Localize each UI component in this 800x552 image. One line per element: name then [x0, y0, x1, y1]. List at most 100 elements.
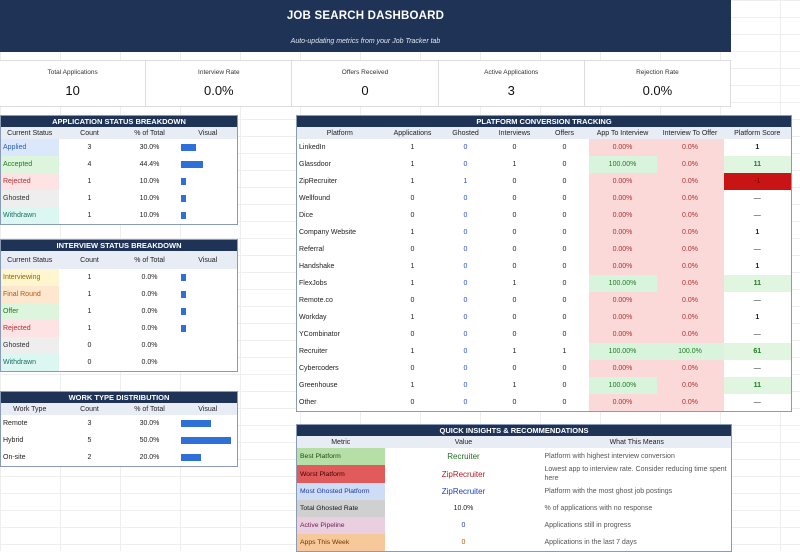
platform-interviews: 0: [512, 195, 517, 202]
status-count: 1: [87, 325, 92, 332]
column-header: Count: [58, 127, 121, 139]
table-row: Remote 3 30.0%: [1, 415, 238, 432]
platform-score: —: [753, 297, 761, 304]
application-status-title: APPLICATION STATUS BREAKDOWN: [0, 115, 238, 127]
status-count: 1: [87, 212, 92, 219]
insight-meaning: Applications in the last 7 days: [544, 539, 637, 546]
platform-interview-to-offer: 0.0%: [656, 275, 724, 292]
platform-ghosted: 0: [463, 331, 468, 338]
status-count: 1: [87, 291, 92, 298]
platform-interview-to-offer: 0.0%: [656, 360, 724, 377]
platform-score: —: [753, 331, 761, 338]
status-visual: [179, 190, 238, 207]
platform-name: Glassdoor: [299, 161, 331, 168]
column-header: Count: [58, 251, 121, 269]
platform-score: 1: [755, 144, 760, 151]
status-bar: [180, 307, 186, 315]
platform-ghosted: 0: [463, 195, 468, 202]
platform-app-to-interview: 0.00%: [588, 394, 657, 412]
status-visual: [179, 173, 238, 190]
column-header: Visual: [178, 403, 238, 415]
platform-interviews: 0: [512, 331, 517, 338]
platform-ghosted: 0: [463, 246, 468, 253]
table-row: Rejected 1 10.0%: [0, 173, 238, 190]
column-header: Work Type: [0, 403, 59, 415]
platform-ghosted: 0: [463, 229, 468, 236]
platform-app-to-interview: 100.00%: [588, 377, 657, 394]
column-header: % of Total: [120, 403, 179, 415]
status-visual: [179, 286, 238, 303]
status-label: Ghosted: [0, 190, 59, 207]
kpi-value: 0: [361, 83, 369, 98]
kpi-value: 0.0%: [203, 83, 234, 98]
insight-metric: Worst Platform: [296, 465, 385, 483]
kpi-label: Active Applications: [484, 69, 539, 76]
table-row: Most Ghosted Platform ZipRecruiter Platfor…: [296, 483, 732, 500]
kpi-card: Active Applications 3: [439, 61, 585, 106]
table-row: YCombinator 0 0 0 0 0.00% 0.0% —: [297, 326, 792, 343]
status-visual: [179, 337, 238, 354]
platform-interview-to-offer: 0.0%: [656, 326, 724, 343]
platform-app-to-interview: 100.00%: [588, 156, 657, 173]
table-row: Offer 1 0.0%: [0, 303, 238, 320]
insight-value: ZipRecruiter: [441, 469, 486, 479]
platform-ghosted: 1: [463, 178, 468, 185]
platform-app-to-interview: 0.00%: [588, 190, 657, 207]
column-header: Value: [384, 436, 543, 448]
platform-applications: 1: [410, 314, 415, 321]
platform-name: Handshake: [299, 263, 335, 270]
status-bar: [180, 143, 196, 151]
column-header: What This Means: [542, 436, 732, 448]
insight-metric: Total Ghosted Rate: [296, 500, 385, 517]
platform-offers: 1: [562, 348, 567, 355]
table-row: Greenhouse 1 0 1 0 100.00% 0.0% 11: [297, 377, 792, 394]
platform-applications: 0: [410, 365, 415, 372]
insight-value: ZipRecruiter: [441, 487, 486, 496]
platform-interview-to-offer: 0.0%: [656, 156, 724, 173]
platform-offers: 0: [562, 365, 567, 372]
column-header: Offers: [540, 127, 589, 139]
table-row: Remote.co 0 0 0 0 0.00% 0.0% —: [297, 292, 792, 309]
status-count: 1: [87, 274, 92, 281]
kpi-value: 0.0%: [642, 83, 673, 98]
column-header: Interview To Offer: [656, 127, 724, 139]
platform-interviews: 0: [512, 212, 517, 219]
platform-interview-to-offer: 0.0%: [656, 292, 724, 309]
platform-offers: 0: [562, 263, 567, 270]
kpi-card: Total Applications 10: [0, 61, 147, 106]
status-visual: [179, 320, 238, 337]
platform-name: Wellfound: [299, 195, 331, 202]
platform-offers: 0: [562, 229, 567, 236]
table-row: Other 0 0 0 0 0.00% 0.0% —: [297, 394, 792, 412]
status-visual: [179, 139, 238, 156]
status-label: Accepted: [0, 156, 59, 173]
platform-score: 11: [723, 275, 792, 292]
platform-ghosted: 0: [463, 365, 468, 372]
column-header: Ghosted: [442, 127, 489, 139]
platform-score: 61: [723, 343, 792, 360]
platform-app-to-interview: 0.00%: [588, 241, 657, 258]
work-type-title: WORK TYPE DISTRIBUTION: [0, 391, 238, 403]
platform-score: 1: [755, 263, 760, 270]
platform-applications: 1: [410, 144, 415, 151]
platform-score: —: [753, 365, 761, 372]
kpi-row: Total Applications 10 Interview Rate 0.0% Of…: [0, 60, 732, 107]
table-row: Withdrawn 0 0.0%: [0, 354, 238, 372]
dashboard-header: JOB SEARCH DASHBOARD Auto-updating metri…: [0, 0, 731, 52]
platform-ghosted: 0: [463, 212, 468, 219]
kpi-label: Total Applications: [47, 69, 98, 76]
dashboard-subtitle: Auto-updating metrics from your Job Trac…: [290, 38, 441, 45]
status-label: Offer: [0, 303, 59, 320]
insight-meaning: Applications still in progress: [544, 522, 631, 529]
status-percent: 0.0%: [141, 308, 158, 315]
column-header: Platform Score: [723, 127, 792, 139]
platform-name: Greenhouse: [299, 382, 338, 389]
status-percent: 0.0%: [141, 274, 158, 281]
platform-interviews: 0: [512, 314, 517, 321]
platform-ghosted: 0: [463, 314, 468, 321]
status-label: Applied: [0, 139, 59, 156]
platform-interviews: 0: [512, 229, 517, 236]
platform-ghosted: 0: [463, 348, 468, 355]
platform-interview-to-offer: 0.0%: [656, 377, 724, 394]
status-visual: [179, 354, 238, 372]
